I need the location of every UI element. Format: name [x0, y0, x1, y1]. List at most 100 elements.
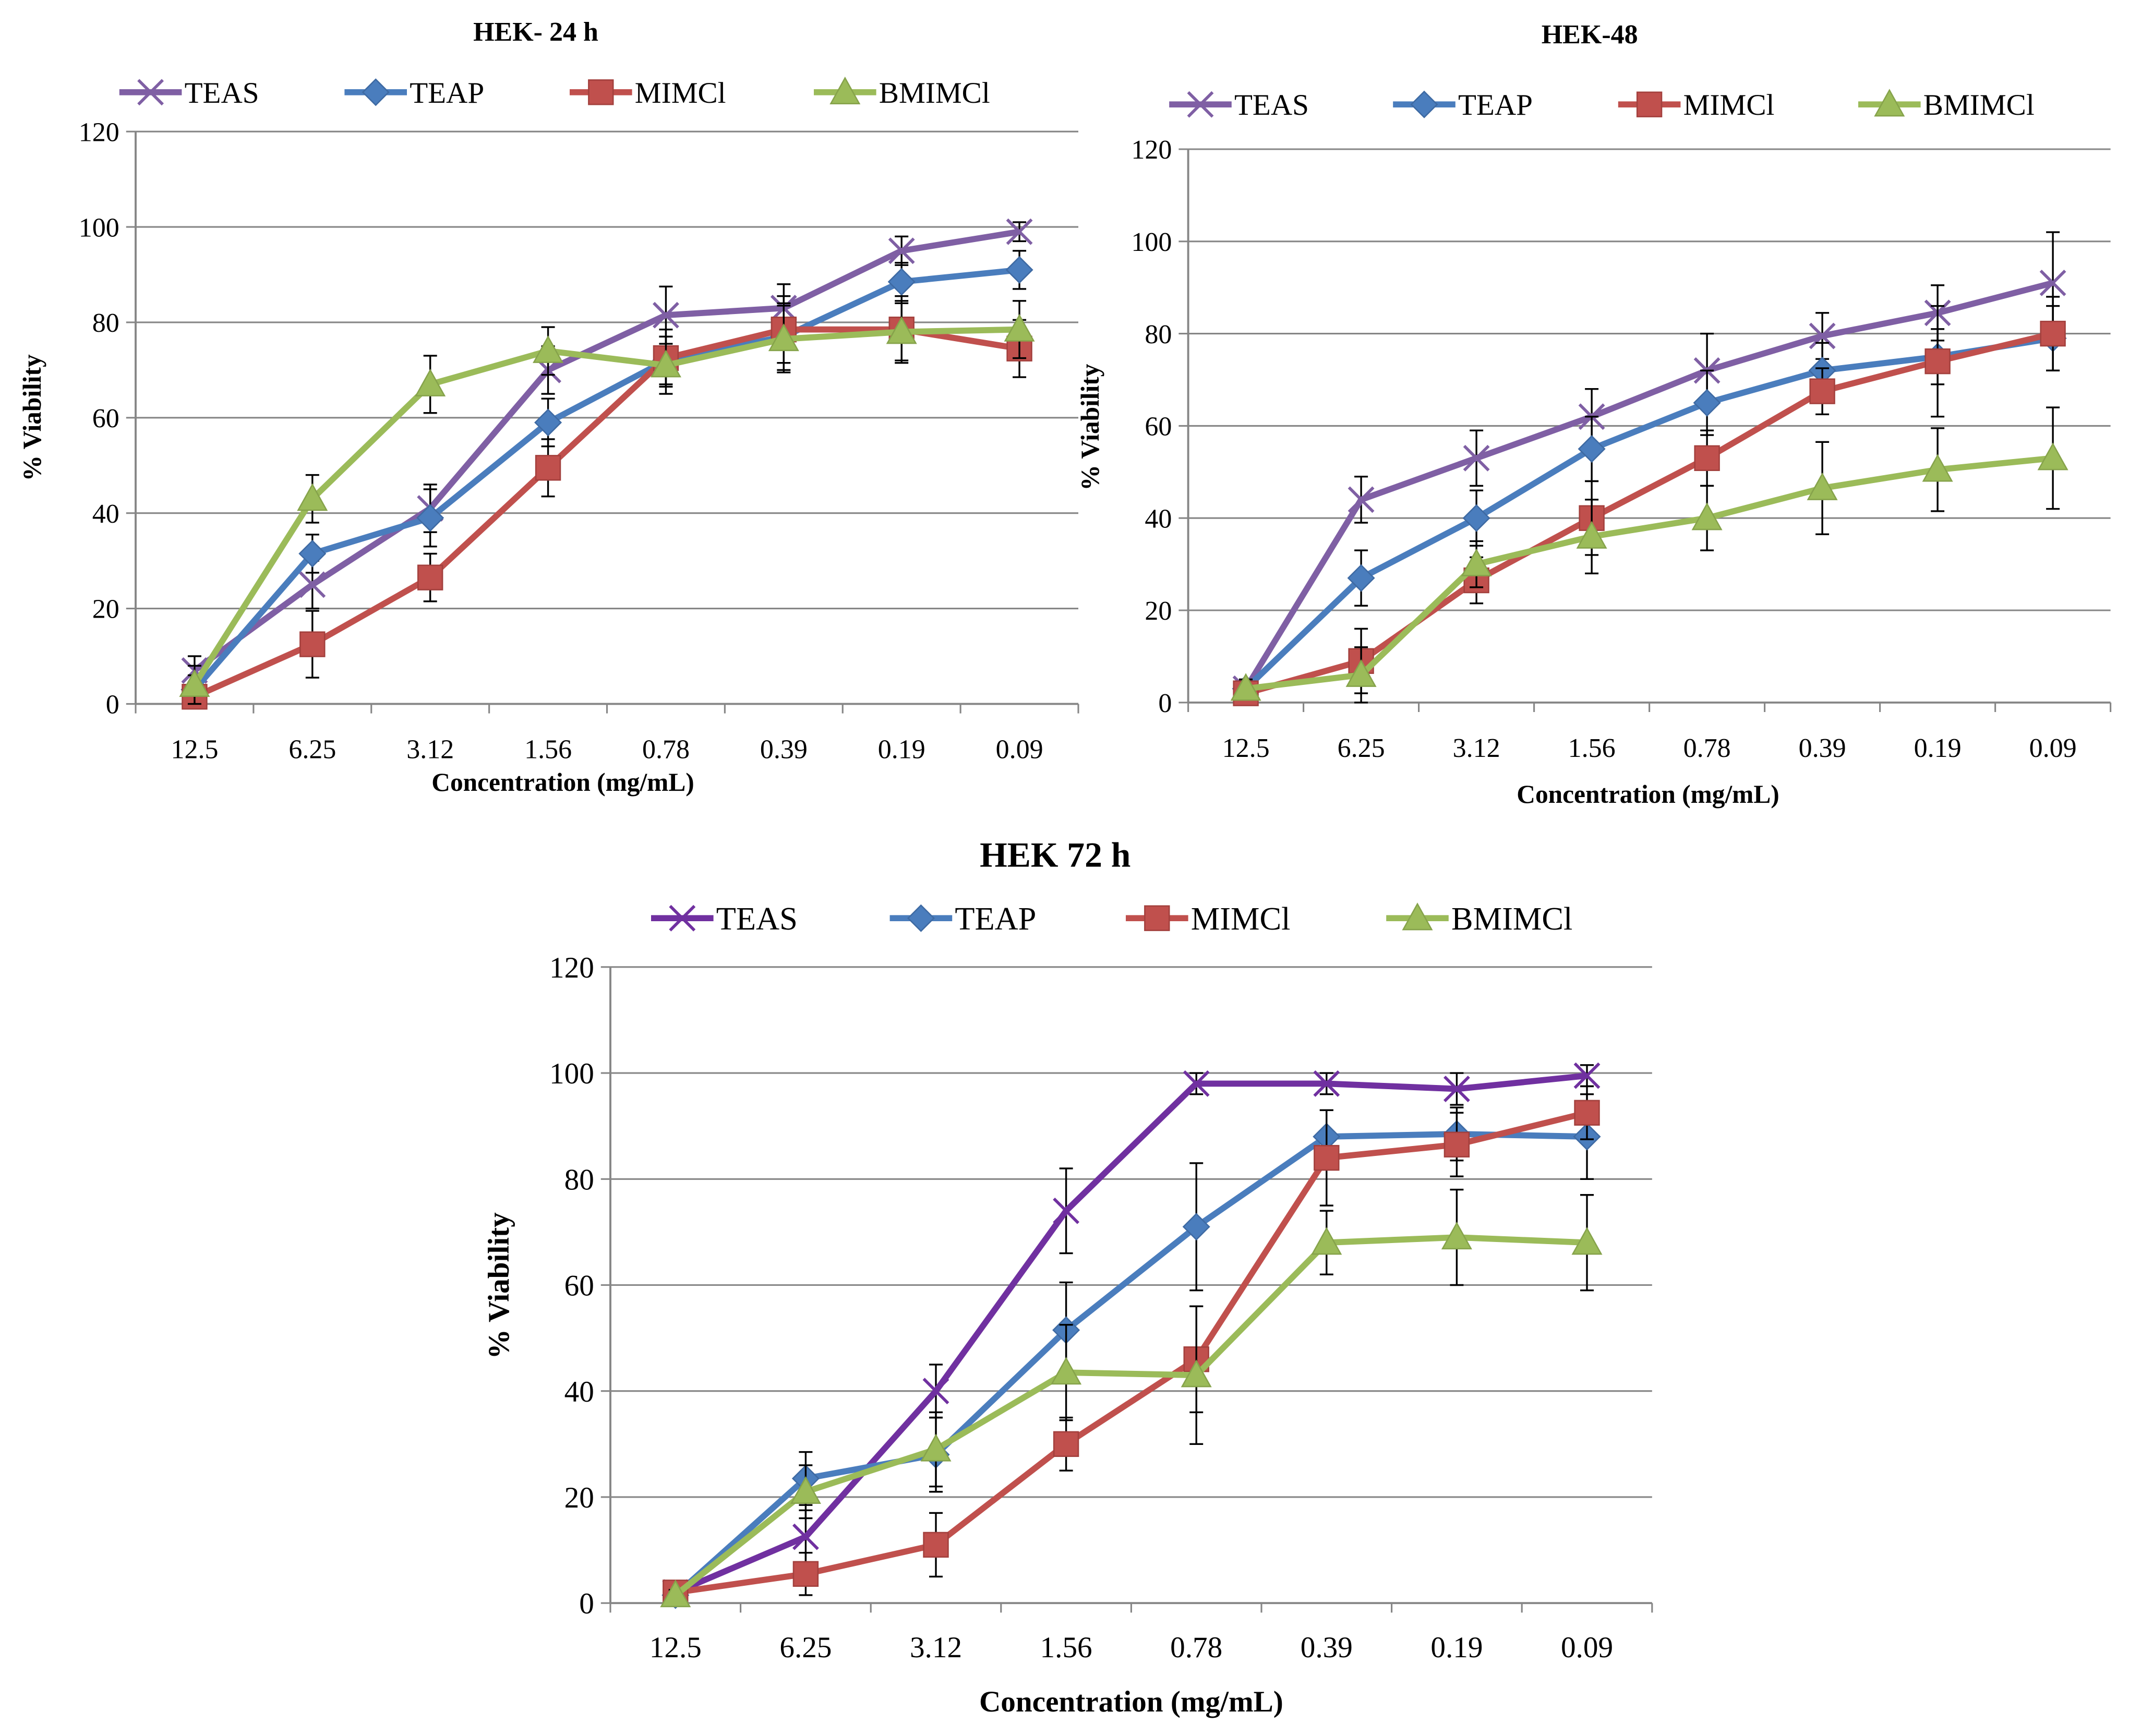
chart-title: HEK- 24 h: [473, 17, 598, 47]
data-point-teas: [2039, 269, 2066, 296]
y-tick-label: 40: [564, 1376, 594, 1408]
x-tick-label: 0.39: [1301, 1631, 1353, 1664]
legend-item-mimcl: MIMCl: [1618, 89, 1774, 122]
data-point-mimcl: [1924, 348, 1951, 375]
y-tick-label: 120: [1131, 135, 1172, 165]
data-point-teap: [298, 539, 327, 568]
y-tick-label: 100: [1131, 227, 1172, 257]
series-teas: [662, 1062, 1601, 1606]
series-bmimcl: [660, 1188, 1603, 1608]
x-tick-label: 3.12: [1453, 733, 1500, 763]
x-tick-label: 0.78: [1683, 733, 1731, 763]
y-axis-label: % Viability: [1076, 364, 1104, 490]
data-point-teas: [1183, 1070, 1210, 1097]
data-point-teas: [653, 302, 679, 329]
data-point-mimcl: [417, 564, 443, 590]
legend-label: TEAS: [1234, 89, 1309, 122]
y-tick-label: 60: [1145, 412, 1172, 442]
data-point-teas: [1348, 486, 1375, 513]
data-point-teap: [1347, 564, 1375, 592]
y-tick-label: 120: [79, 117, 119, 147]
y-tick-label: 40: [1145, 504, 1172, 534]
legend-marker: [907, 904, 935, 932]
data-point-bmimcl: [1004, 314, 1035, 342]
gridlines: [126, 130, 1079, 714]
legend-marker: [362, 78, 390, 106]
legend-marker: [1636, 91, 1663, 117]
data-point-bmimcl: [1922, 454, 1953, 482]
y-tick-label: 60: [92, 404, 119, 433]
x-axis-label: Concentration (mg/mL): [1517, 780, 1779, 809]
legend-label: TEAP: [955, 901, 1036, 937]
legend-item-teap: TEAP: [344, 77, 484, 110]
legend-item-bmimcl: BMIMCl: [1386, 901, 1572, 937]
legend-marker: [1874, 89, 1905, 117]
y-tick-label: 0: [1158, 689, 1172, 718]
series-line-bmimcl: [191, 326, 1020, 686]
series-line-teas: [193, 228, 1020, 673]
x-tick-label: 0.19: [1430, 1631, 1483, 1664]
data-point-mimcl: [535, 455, 561, 481]
data-point-bmimcl: [1576, 521, 1607, 549]
data-point-teas: [299, 571, 326, 598]
data-point-bmimcl: [1691, 502, 1723, 531]
y-tick-label: 100: [79, 213, 119, 243]
legend-label: TEAP: [1458, 89, 1533, 122]
y-tick-label: 80: [1145, 320, 1172, 349]
legend-item-bmimcl: BMIMCl: [1858, 89, 2035, 122]
data-point-bmimcl: [1461, 548, 1492, 576]
data-point-teas: [1053, 1197, 1080, 1224]
gridlines: [1178, 148, 2112, 712]
legend-item-mimcl: MIMCl: [1126, 901, 1290, 937]
data-point-teap: [1005, 256, 1033, 284]
series-teap: [661, 1093, 1601, 1609]
data-point-mimcl: [299, 631, 326, 657]
data-point-teas: [1809, 322, 1836, 349]
data-point-teap: [1182, 1213, 1210, 1241]
legend-marker: [1410, 90, 1438, 118]
data-point-teap: [416, 504, 444, 532]
series-line-bmimcl: [1245, 455, 2053, 692]
legend-label: TEAS: [185, 77, 259, 110]
data-point-teas: [1443, 1076, 1470, 1102]
chart-hek-24h: HEK- 24 h Concentration (mg/mL) % Viabil…: [18, 17, 1079, 797]
y-tick-label: 0: [579, 1587, 594, 1620]
data-point-bmimcl: [1311, 1227, 1342, 1255]
legend-marker: [829, 76, 861, 104]
y-tick-label: 80: [564, 1163, 594, 1196]
data-point-teas: [1006, 218, 1033, 245]
data-point-bmimcl: [886, 316, 917, 344]
x-tick-label: 3.12: [910, 1631, 962, 1664]
x-tick-label: 12.5: [1222, 733, 1270, 763]
x-tick-label: 12.5: [649, 1631, 702, 1664]
data-point-bmimcl: [1051, 1357, 1082, 1385]
data-point-bmimcl: [660, 1579, 691, 1608]
legend-item-teas: TEAS: [651, 901, 798, 937]
y-tick-label: 60: [564, 1270, 594, 1303]
legend-marker: [137, 79, 164, 106]
data-point-mimcl: [1694, 445, 1720, 471]
y-axis-label: % Viability: [18, 354, 46, 481]
legend-item-bmimcl: BMIMCl: [814, 77, 990, 110]
x-tick-label: 0.78: [642, 734, 690, 764]
legend-label: MIMCl: [1191, 901, 1291, 937]
series-line-teas: [674, 1072, 1587, 1596]
data-point-teap: [534, 408, 562, 437]
data-point-teap: [1578, 435, 1606, 463]
x-tick-label: 0.09: [1561, 1631, 1613, 1664]
data-point-teap: [1693, 389, 1721, 417]
data-point-mimcl: [792, 1561, 819, 1587]
chart-hek-72h: HEK 72 h Concentration (mg/mL) % Viabili…: [483, 835, 1653, 1718]
x-tick-label: 0.19: [878, 734, 925, 764]
data-point-mimcl: [1053, 1431, 1079, 1457]
x-tick-label: 0.78: [1170, 1631, 1222, 1664]
legend-item-mimcl: MIMCl: [570, 77, 726, 110]
chart-hek-48: HEK-48 Concentration (mg/mL) % Viability…: [1076, 20, 2112, 809]
legend-label: TEAP: [410, 77, 484, 110]
legend-label: BMIMCl: [1451, 901, 1572, 937]
legend-label: BMIMCl: [1923, 89, 2035, 122]
data-point-mimcl: [1444, 1131, 1470, 1158]
series-line-mimcl: [193, 326, 1020, 700]
y-tick-label: 120: [549, 951, 594, 984]
